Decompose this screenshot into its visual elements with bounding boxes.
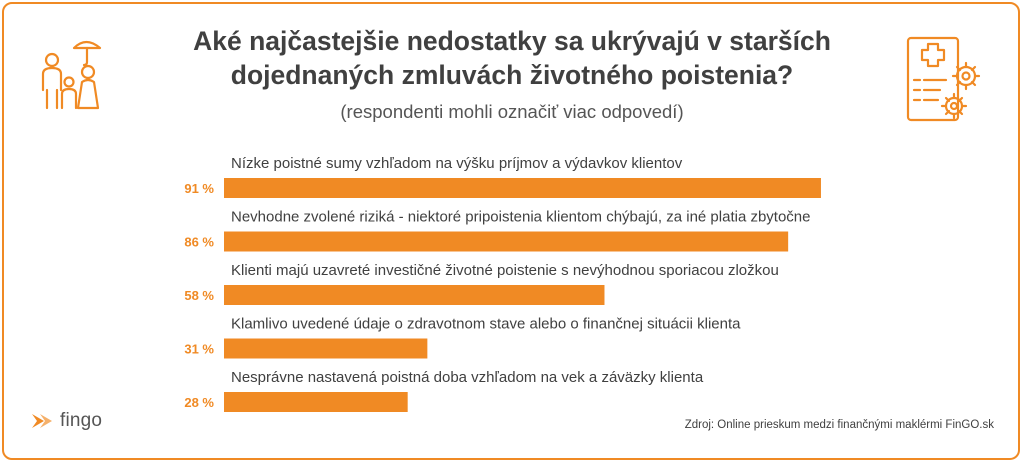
bar [224,338,428,359]
insurance-document-gears-icon [906,36,981,122]
bar [224,178,821,198]
title-line-1: Aké najčastejšie nedostatky sa ukrývajú … [193,26,831,56]
fingo-logo: fingo [30,410,102,432]
value-label: 58 % [184,288,214,303]
logo-text: fingo [60,410,103,431]
value-label: 28 % [184,395,214,410]
family-umbrella-icon [41,40,102,110]
value-label: 86 % [184,235,214,250]
category-label: Nízke poistné sumy vzhľadom na výšku prí… [231,155,683,172]
chart-title: Aké najčastejšie nedostatky sa ukrývajú … [130,24,894,92]
category-label: Klienti majú uzavreté investičné životné… [231,262,779,279]
category-label: Nevhodne zvolené riziká - niektoré pripo… [231,209,811,226]
value-label: 31 % [184,342,214,357]
title-line-2: dojednaných zmluvách životného poistenia… [230,60,794,90]
bar [224,231,789,252]
fingo-arrow-icon [32,414,52,428]
source-note: Zdroj: Online prieskum medzi finančnými … [684,419,994,431]
bar [224,392,408,412]
category-label: Klamlivo uvedené údaje o zdravotnom stav… [231,316,741,333]
value-label: 91 % [184,181,214,196]
bar [224,285,605,305]
category-label: Nesprávne nastavená poistná doba vzhľado… [231,369,704,386]
chart-subtitle: (respondenti mohli označiť viac odpovedí… [340,101,684,122]
